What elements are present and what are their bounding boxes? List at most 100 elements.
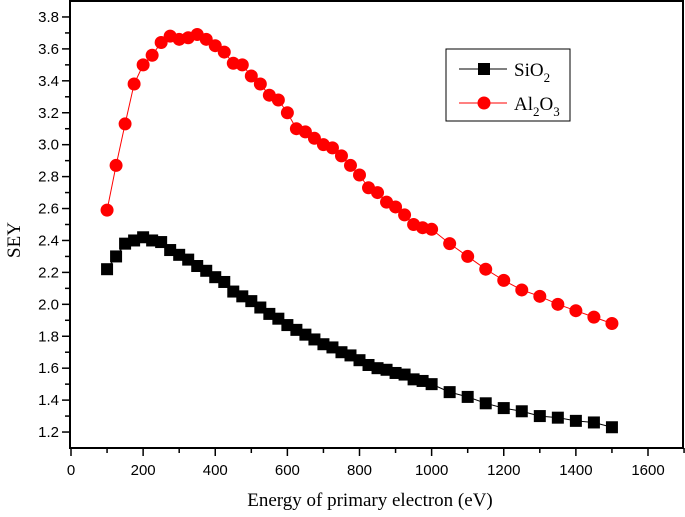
data-point-sio2 (263, 307, 276, 320)
data-point-sio2 (569, 414, 582, 427)
data-point-al2o3 (136, 58, 150, 72)
data-point-sio2 (551, 411, 564, 424)
data-point-sio2 (191, 260, 204, 273)
data-point-al2o3 (479, 262, 493, 276)
y-tick-label: 2.6 (38, 201, 59, 218)
data-point-al2o3 (398, 208, 412, 222)
y-tick-label: 1.8 (38, 328, 59, 345)
y-tick-label: 2.2 (38, 264, 59, 281)
data-point-al2o3 (217, 45, 231, 59)
data-point-sio2 (281, 319, 294, 332)
x-tick-label: 1000 (415, 462, 448, 479)
data-point-al2o3 (208, 39, 222, 53)
legend-label-sio2: SiO2 (514, 60, 550, 85)
data-point-sio2 (272, 312, 285, 325)
data-point-sio2 (110, 250, 123, 263)
y-tick-label: 2.0 (38, 296, 59, 313)
data-point-sio2 (200, 264, 213, 277)
data-point-sio2 (353, 354, 366, 367)
data-point-sio2 (164, 244, 177, 257)
data-point-al2o3 (443, 237, 457, 251)
data-point-sio2 (362, 358, 375, 371)
x-tick-label: 1600 (631, 462, 664, 479)
y-tick-label: 3.2 (38, 105, 59, 122)
data-point-al2o3 (298, 125, 312, 139)
data-point-al2o3 (587, 310, 601, 324)
x-tick-label: 400 (203, 462, 228, 479)
data-point-sio2 (497, 402, 510, 415)
y-tick-label: 2.8 (38, 169, 59, 186)
data-point-al2o3 (118, 117, 132, 131)
legend-marker-sio2 (478, 63, 490, 75)
y-tick-label: 3.6 (38, 41, 59, 58)
data-point-al2o3 (334, 149, 348, 163)
y-tick-label: 3.0 (38, 137, 59, 154)
data-point-al2o3 (307, 131, 321, 145)
data-point-sio2 (146, 234, 159, 247)
series-layer (100, 28, 619, 434)
data-point-sio2 (182, 253, 195, 266)
data-point-sio2 (155, 236, 168, 249)
data-point-sio2 (218, 275, 231, 288)
y-tick-label: 1.4 (38, 392, 59, 409)
data-point-al2o3 (425, 222, 439, 236)
data-point-al2o3 (605, 316, 619, 330)
data-point-al2o3 (515, 283, 529, 297)
data-point-sio2 (479, 397, 492, 410)
data-point-sio2 (407, 373, 420, 386)
data-point-sio2 (317, 338, 330, 351)
legend-box (445, 48, 571, 122)
y-tick-label: 1.6 (38, 360, 59, 377)
x-tick-label: 1200 (487, 462, 520, 479)
data-point-sio2 (101, 263, 114, 276)
data-point-sio2 (308, 333, 321, 346)
data-point-sio2 (326, 341, 339, 354)
axis-ticks: 0 200 400 600 800 1000 1200 1400 1600 1.2 1.4 1.6 1.… (38, 9, 685, 479)
legend-marker-al2o3 (477, 96, 491, 110)
legend: SiO2 Al2O3 (445, 48, 571, 122)
data-point-sio2 (254, 301, 267, 314)
data-point-al2o3 (497, 273, 511, 287)
data-point-al2o3 (109, 158, 123, 172)
data-point-sio2 (236, 290, 249, 303)
data-point-sio2 (227, 285, 240, 298)
y-tick-label: 2.4 (38, 232, 59, 249)
data-point-sio2 (389, 366, 402, 379)
data-point-sio2 (209, 271, 222, 284)
data-point-al2o3 (127, 77, 141, 91)
x-tick-label: 600 (275, 462, 300, 479)
data-point-sio2 (461, 390, 474, 403)
y-axis-label: SEY (4, 222, 25, 258)
x-tick-label: 1400 (559, 462, 592, 479)
x-axis-label: Energy of primary electron (eV) (247, 490, 493, 511)
x-tick-label: 800 (347, 462, 372, 479)
data-point-sio2 (137, 231, 150, 244)
data-point-al2o3 (253, 77, 267, 91)
data-point-al2o3 (461, 249, 475, 263)
data-point-al2o3 (100, 203, 114, 217)
data-point-al2o3 (569, 304, 583, 318)
data-point-al2o3 (325, 141, 339, 155)
data-point-al2o3 (271, 93, 285, 107)
data-point-sio2 (290, 323, 303, 336)
legend-label-al2o3: Al2O3 (514, 94, 560, 119)
data-point-al2o3 (199, 32, 213, 46)
y-tick-label: 3.4 (38, 73, 59, 90)
data-point-sio2 (299, 328, 312, 341)
data-point-sio2 (416, 374, 429, 387)
data-point-al2o3 (343, 158, 357, 172)
data-point-al2o3 (389, 200, 403, 214)
data-point-sio2 (587, 416, 600, 429)
data-point-sio2 (371, 362, 384, 375)
data-point-sio2 (533, 410, 546, 423)
data-point-al2o3 (145, 48, 159, 62)
x-tick-label: 200 (131, 462, 156, 479)
data-point-sio2 (335, 346, 348, 359)
data-point-al2o3 (551, 297, 565, 311)
data-point-sio2 (398, 368, 411, 381)
x-tick-label: 0 (67, 462, 75, 479)
data-point-al2o3 (353, 168, 366, 182)
data-point-sio2 (515, 405, 528, 418)
data-point-sio2 (605, 421, 618, 434)
data-point-sio2 (245, 295, 258, 308)
